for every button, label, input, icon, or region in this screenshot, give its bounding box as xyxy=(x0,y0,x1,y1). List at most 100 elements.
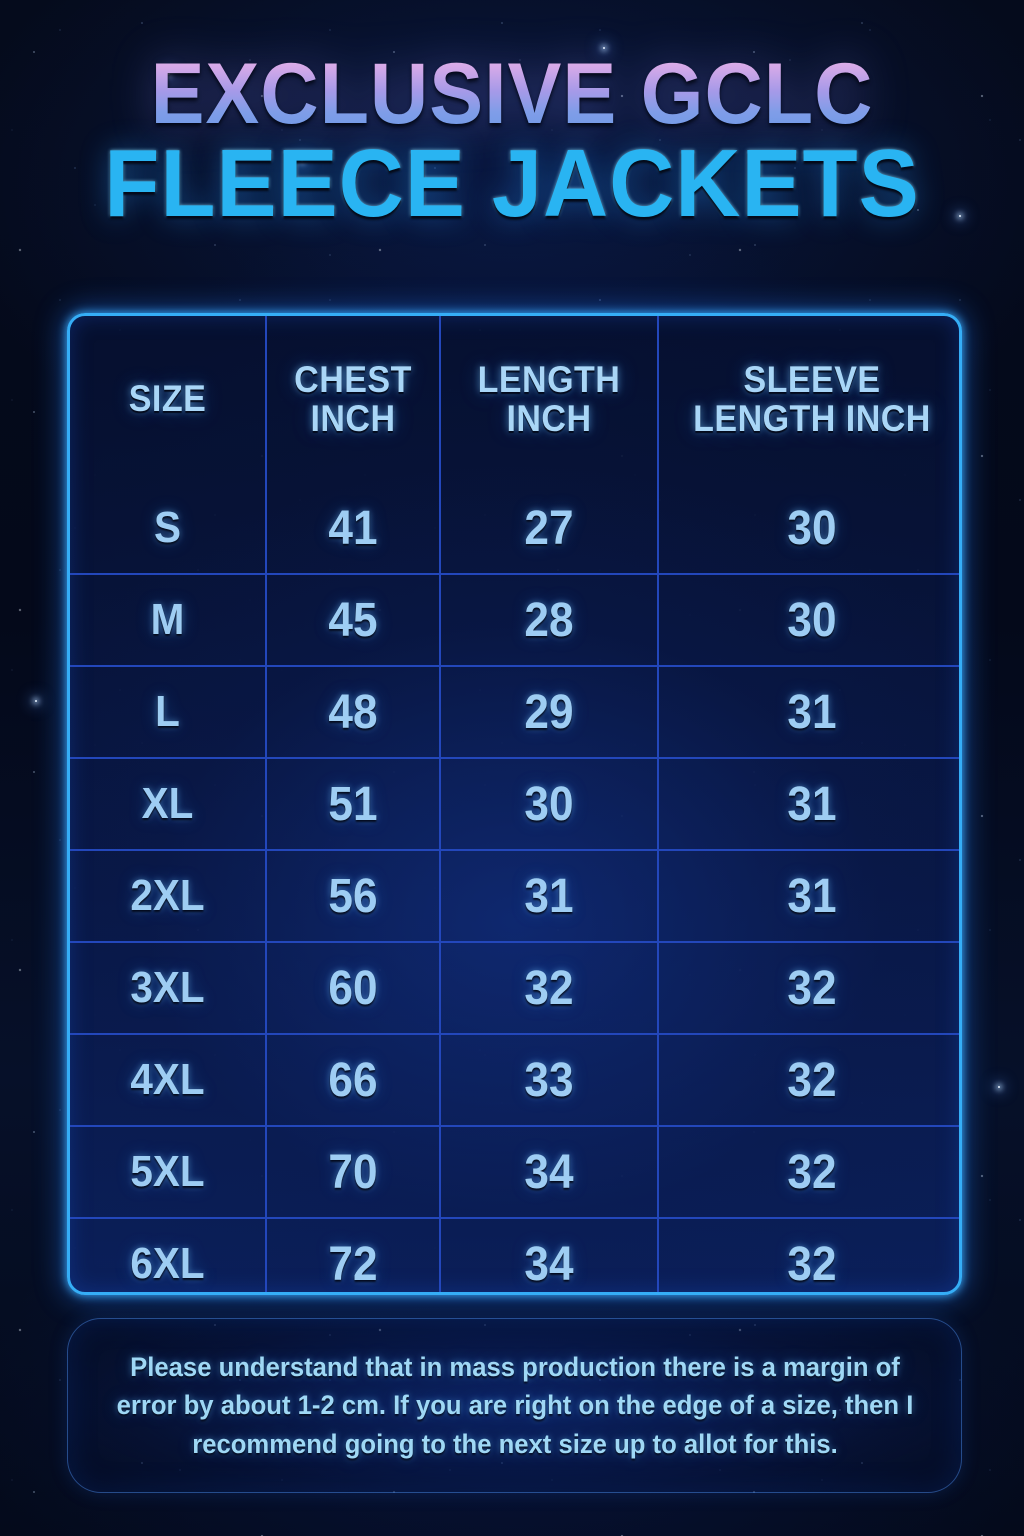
disclaimer-text: Please understand that in mass productio… xyxy=(116,1352,913,1459)
table-row: S 41 27 30 xyxy=(70,483,959,575)
length-cell: 28 xyxy=(440,574,659,667)
star-accent-icon xyxy=(35,700,37,702)
sleeve-cell-value: 31 xyxy=(787,685,837,739)
length-cell: 32 xyxy=(440,942,659,1035)
size-cell-value: 5XL xyxy=(130,1147,205,1196)
chest-cell: 60 xyxy=(266,942,441,1035)
size-cell-value: 2XL xyxy=(130,871,205,920)
chest-cell-value: 72 xyxy=(328,1237,378,1291)
size-cell: S xyxy=(70,483,267,575)
chest-cell: 66 xyxy=(266,1034,441,1127)
length-cell: 27 xyxy=(440,483,659,575)
size-cell: XL xyxy=(70,758,267,851)
length-cell-value: 31 xyxy=(524,869,574,923)
sleeve-cell: 32 xyxy=(658,1034,959,1127)
star-accent-icon xyxy=(959,215,961,217)
length-cell: 29 xyxy=(440,666,659,759)
size-cell-value: 6XL xyxy=(130,1239,205,1288)
star-accent-icon xyxy=(167,72,170,75)
table-row: 5XL 70 34 32 xyxy=(70,1126,959,1219)
size-cell: 3XL xyxy=(70,942,267,1035)
table-row: XL 51 30 31 xyxy=(70,758,959,851)
star-accent-icon xyxy=(998,1086,1000,1088)
chest-cell: 45 xyxy=(266,574,441,667)
chest-cell-value: 66 xyxy=(328,1053,378,1107)
length-cell-value: 33 xyxy=(524,1053,574,1107)
size-cell: 2XL xyxy=(70,850,267,943)
size-cell-value: S xyxy=(153,503,181,552)
sleeve-cell: 32 xyxy=(658,1218,959,1292)
chest-cell-value: 51 xyxy=(328,777,378,831)
length-cell-value: 29 xyxy=(524,685,574,739)
size-table: SIZE CHEST INCH LENGTH INCH SLEEVE LENGTH I… xyxy=(70,316,959,1292)
column-header-length: LENGTH INCH xyxy=(440,316,659,483)
length-cell: 31 xyxy=(440,850,659,943)
sleeve-cell-value: 32 xyxy=(787,1053,837,1107)
sleeve-cell-value: 32 xyxy=(787,961,837,1015)
sleeve-cell: 31 xyxy=(658,758,959,851)
chest-cell: 72 xyxy=(266,1218,441,1292)
column-header-sleeve-label: SLEEVE LENGTH INCH xyxy=(693,359,931,439)
table-row: 4XL 66 33 32 xyxy=(70,1034,959,1127)
size-cell-value: XL xyxy=(141,779,194,828)
sleeve-cell: 32 xyxy=(658,1126,959,1219)
column-header-size-label: SIZE xyxy=(128,378,207,420)
chest-cell-value: 41 xyxy=(328,501,378,555)
length-cell-value: 30 xyxy=(524,777,574,831)
table-row: L 48 29 31 xyxy=(70,666,959,759)
chest-cell-value: 45 xyxy=(328,593,378,647)
table-row: 3XL 60 32 32 xyxy=(70,942,959,1035)
column-header-chest: CHEST INCH xyxy=(266,316,441,483)
size-cell: M xyxy=(70,574,267,667)
size-cell: 5XL xyxy=(70,1126,267,1219)
length-cell-value: 28 xyxy=(524,593,574,647)
chest-cell-value: 56 xyxy=(328,869,378,923)
length-cell-value: 34 xyxy=(524,1237,574,1291)
length-cell: 34 xyxy=(440,1126,659,1219)
table-row: M 45 28 30 xyxy=(70,574,959,667)
chest-cell-value: 60 xyxy=(328,961,378,1015)
size-cell-value: 3XL xyxy=(130,963,205,1012)
title-line-2: FLEECE JACKETS xyxy=(104,129,920,237)
sleeve-cell: 31 xyxy=(658,850,959,943)
chest-cell: 48 xyxy=(266,666,441,759)
sleeve-cell-value: 31 xyxy=(787,869,837,923)
sleeve-cell-value: 30 xyxy=(787,593,837,647)
length-cell-value: 32 xyxy=(524,961,574,1015)
sleeve-cell-value: 32 xyxy=(787,1145,837,1199)
sleeve-cell: 30 xyxy=(658,483,959,575)
star-accent-icon xyxy=(603,47,605,49)
chest-cell: 70 xyxy=(266,1126,441,1219)
column-header-length-label: LENGTH INCH xyxy=(477,359,621,439)
length-cell-value: 34 xyxy=(524,1145,574,1199)
header-row: SIZE CHEST INCH LENGTH INCH SLEEVE LENGTH I… xyxy=(70,316,959,483)
size-table-header: SIZE CHEST INCH LENGTH INCH SLEEVE LENGTH I… xyxy=(70,316,959,483)
chest-cell: 56 xyxy=(266,850,441,943)
size-cell: 4XL xyxy=(70,1034,267,1127)
size-cell: 6XL xyxy=(70,1218,267,1292)
size-cell-value: L xyxy=(155,687,180,736)
table-row: 2XL 56 31 31 xyxy=(70,850,959,943)
chest-cell-value: 48 xyxy=(328,685,378,739)
length-cell: 33 xyxy=(440,1034,659,1127)
sleeve-cell-value: 31 xyxy=(787,777,837,831)
sleeve-cell: 30 xyxy=(658,574,959,667)
column-header-sleeve: SLEEVE LENGTH INCH xyxy=(658,316,959,483)
table-row: 6XL 72 34 32 xyxy=(70,1218,959,1292)
size-cell: L xyxy=(70,666,267,759)
size-table-body: S 41 27 30 M 45 28 30 L 48 29 31 XL 51 30 31 2XL 56 31 31 3X… xyxy=(70,483,959,1292)
poster-title: EXCLUSIVE GCLC FLEECE JACKETS xyxy=(0,51,1024,237)
chest-cell: 51 xyxy=(266,758,441,851)
sleeve-cell-value: 30 xyxy=(787,501,837,555)
sleeve-cell: 31 xyxy=(658,666,959,759)
size-cell-value: 4XL xyxy=(130,1055,205,1104)
disclaimer-box: Please understand that in mass productio… xyxy=(67,1318,962,1493)
length-cell: 30 xyxy=(440,758,659,851)
sleeve-cell-value: 32 xyxy=(787,1237,837,1291)
column-header-chest-label: CHEST INCH xyxy=(294,359,412,439)
title-line-1: EXCLUSIVE GCLC xyxy=(31,51,994,137)
chest-cell-value: 70 xyxy=(328,1145,378,1199)
length-cell: 34 xyxy=(440,1218,659,1292)
size-cell-value: M xyxy=(150,595,185,644)
